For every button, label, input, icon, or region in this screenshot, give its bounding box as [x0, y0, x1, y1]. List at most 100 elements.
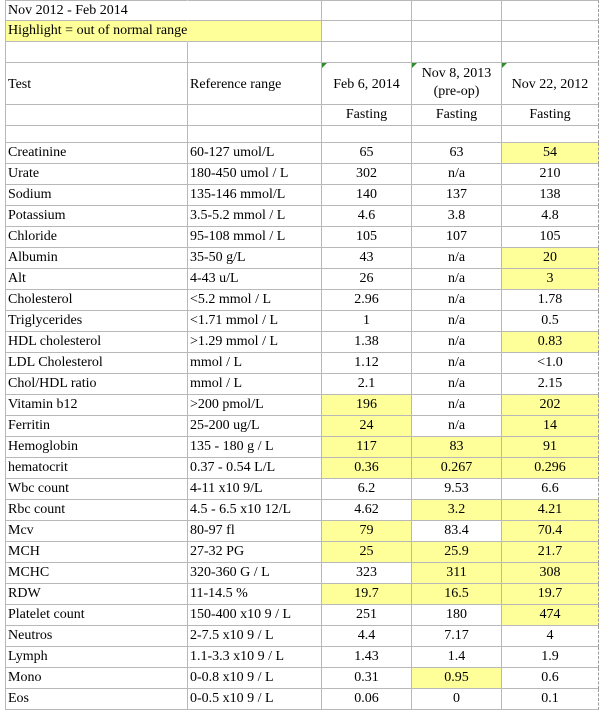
value-nov-2013-cell[interactable]: n/a [412, 311, 502, 332]
header-reference-cell[interactable]: Reference range [188, 63, 322, 105]
value-nov-2013-cell[interactable]: n/a [412, 374, 502, 395]
value-nov-2013-cell[interactable]: n/a [412, 248, 502, 269]
test-name-cell[interactable]: Platelet count [5, 605, 188, 626]
reference-range-cell[interactable]: 11-14.5 % [188, 584, 322, 605]
empty-cell[interactable] [502, 0, 599, 21]
reference-range-cell[interactable]: <5.2 mmol / L [188, 290, 322, 311]
value-nov-2013-cell[interactable]: 83.4 [412, 521, 502, 542]
fasting-cell[interactable]: Fasting [412, 105, 502, 126]
empty-cell[interactable] [502, 42, 599, 63]
header-nov-2012-cell[interactable]: Nov 22, 2012 [502, 63, 599, 105]
value-feb-2014-cell[interactable]: 302 [322, 164, 412, 185]
value-feb-2014-cell[interactable]: 26 [322, 269, 412, 290]
value-feb-2014-cell[interactable]: 251 [322, 605, 412, 626]
header-feb-2014-cell[interactable]: Feb 6, 2014 [322, 63, 412, 105]
fasting-cell[interactable]: Fasting [502, 105, 599, 126]
value-feb-2014-cell[interactable]: 140 [322, 185, 412, 206]
value-nov-2012-cell[interactable]: 21.7 [502, 542, 599, 563]
value-nov-2012-cell[interactable]: 0.83 [502, 332, 599, 353]
test-name-cell[interactable]: Rbc count [5, 500, 188, 521]
test-name-cell[interactable]: Chol/HDL ratio [5, 374, 188, 395]
value-feb-2014-cell[interactable]: 1 [322, 311, 412, 332]
empty-cell[interactable] [322, 126, 412, 143]
value-nov-2012-cell[interactable]: 4 [502, 626, 599, 647]
test-name-cell[interactable]: RDW [5, 584, 188, 605]
value-nov-2013-cell[interactable]: 0 [412, 689, 502, 710]
value-feb-2014-cell[interactable]: 4.62 [322, 500, 412, 521]
value-nov-2012-cell[interactable]: 308 [502, 563, 599, 584]
empty-cell[interactable] [412, 42, 502, 63]
reference-range-cell[interactable]: 0-0.8 x10 9 / L [188, 668, 322, 689]
value-feb-2014-cell[interactable]: 117 [322, 437, 412, 458]
value-feb-2014-cell[interactable]: 79 [322, 521, 412, 542]
value-feb-2014-cell[interactable]: 4.4 [322, 626, 412, 647]
empty-cell[interactable] [188, 105, 322, 126]
reference-range-cell[interactable]: 95-108 mmol / L [188, 227, 322, 248]
value-feb-2014-cell[interactable]: 1.12 [322, 353, 412, 374]
test-name-cell[interactable]: Alt [5, 269, 188, 290]
value-nov-2013-cell[interactable]: 3.8 [412, 206, 502, 227]
value-nov-2012-cell[interactable]: 91 [502, 437, 599, 458]
reference-range-cell[interactable]: 25-200 ug/L [188, 416, 322, 437]
empty-cell[interactable] [5, 105, 188, 126]
value-nov-2012-cell[interactable]: 20 [502, 248, 599, 269]
value-feb-2014-cell[interactable]: 19.7 [322, 584, 412, 605]
value-feb-2014-cell[interactable]: 1.38 [322, 332, 412, 353]
test-name-cell[interactable]: MCHC [5, 563, 188, 584]
test-name-cell[interactable]: Vitamin b12 [5, 395, 188, 416]
header-nov-2013-cell[interactable]: Nov 8, 2013 (pre-op) [412, 63, 502, 105]
test-name-cell[interactable]: hematocrit [5, 458, 188, 479]
empty-cell[interactable] [322, 42, 412, 63]
value-nov-2012-cell[interactable]: 0.296 [502, 458, 599, 479]
empty-cell[interactable] [322, 21, 412, 42]
reference-range-cell[interactable]: 0-0.5 x10 9 / L [188, 689, 322, 710]
value-nov-2012-cell[interactable]: <1.0 [502, 353, 599, 374]
legend-note-cell-merged[interactable] [188, 21, 322, 42]
value-feb-2014-cell[interactable]: 0.36 [322, 458, 412, 479]
test-name-cell[interactable]: MCH [5, 542, 188, 563]
reference-range-cell[interactable]: mmol / L [188, 374, 322, 395]
reference-range-cell[interactable]: 135-146 mmol/L [188, 185, 322, 206]
test-name-cell[interactable]: Cholesterol [5, 290, 188, 311]
value-nov-2013-cell[interactable]: 311 [412, 563, 502, 584]
test-name-cell[interactable]: Ferritin [5, 416, 188, 437]
test-name-cell[interactable]: LDL Cholesterol [5, 353, 188, 374]
empty-cell[interactable] [322, 0, 412, 21]
value-nov-2013-cell[interactable]: n/a [412, 353, 502, 374]
value-feb-2014-cell[interactable]: 65 [322, 143, 412, 164]
value-feb-2014-cell[interactable]: 24 [322, 416, 412, 437]
empty-cell[interactable] [502, 126, 599, 143]
test-name-cell[interactable]: Mcv [5, 521, 188, 542]
reference-range-cell[interactable]: 320-360 G / L [188, 563, 322, 584]
test-name-cell[interactable]: Eos [5, 689, 188, 710]
test-name-cell[interactable]: Neutros [5, 626, 188, 647]
sheet-title-cell[interactable]: Nov 2012 - Feb 2014 [5, 0, 188, 21]
value-nov-2012-cell[interactable]: 3 [502, 269, 599, 290]
reference-range-cell[interactable]: 60-127 umol/L [188, 143, 322, 164]
value-nov-2013-cell[interactable]: n/a [412, 164, 502, 185]
fasting-cell[interactable]: Fasting [322, 105, 412, 126]
value-feb-2014-cell[interactable]: 105 [322, 227, 412, 248]
value-nov-2013-cell[interactable]: 7.17 [412, 626, 502, 647]
empty-cell[interactable] [412, 21, 502, 42]
value-feb-2014-cell[interactable]: 6.2 [322, 479, 412, 500]
empty-cell[interactable] [188, 42, 322, 63]
reference-range-cell[interactable]: 27-32 PG [188, 542, 322, 563]
value-feb-2014-cell[interactable]: 25 [322, 542, 412, 563]
value-nov-2013-cell[interactable]: 0.267 [412, 458, 502, 479]
reference-range-cell[interactable]: 180-450 umol / L [188, 164, 322, 185]
value-nov-2013-cell[interactable]: 9.53 [412, 479, 502, 500]
value-feb-2014-cell[interactable]: 0.31 [322, 668, 412, 689]
value-nov-2012-cell[interactable]: 474 [502, 605, 599, 626]
reference-range-cell[interactable]: 35-50 g/L [188, 248, 322, 269]
value-nov-2013-cell[interactable]: n/a [412, 395, 502, 416]
test-name-cell[interactable]: Wbc count [5, 479, 188, 500]
value-nov-2013-cell[interactable]: 3.2 [412, 500, 502, 521]
reference-range-cell[interactable]: 1.1-3.3 x10 9 / L [188, 647, 322, 668]
reference-range-cell[interactable]: >200 pmol/L [188, 395, 322, 416]
value-nov-2012-cell[interactable]: 0.6 [502, 668, 599, 689]
test-name-cell[interactable]: Hemoglobin [5, 437, 188, 458]
empty-cell[interactable] [188, 126, 322, 143]
empty-cell[interactable] [412, 0, 502, 21]
reference-range-cell[interactable]: 150-400 x10 9 / L [188, 605, 322, 626]
